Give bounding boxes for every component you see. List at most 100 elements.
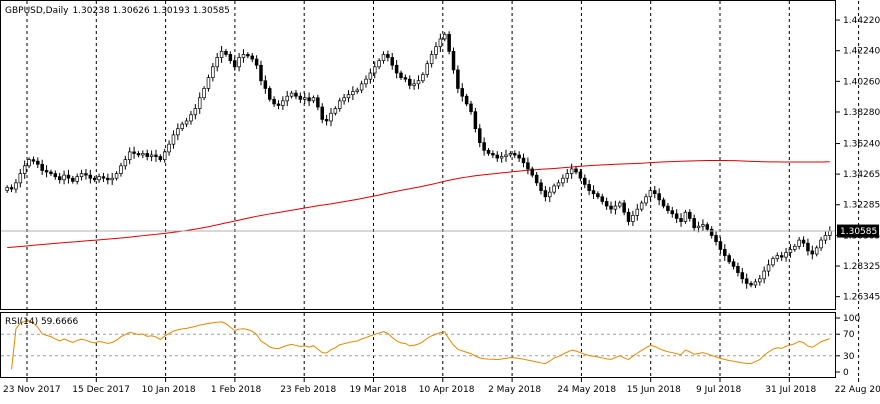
candle-body: [158, 156, 163, 160]
grid: [26, 1, 860, 377]
candle-body: [49, 171, 53, 174]
candle: [394, 59, 399, 79]
candle: [587, 179, 591, 196]
candle: [18, 169, 23, 188]
candle: [324, 114, 329, 126]
candle: [464, 93, 469, 107]
candle: [491, 150, 495, 159]
candle-body: [132, 151, 136, 154]
candle: [771, 256, 775, 268]
candle: [114, 171, 119, 181]
y-tick-label: 1.34265: [843, 170, 880, 180]
candle-body: [806, 242, 810, 252]
candle: [478, 124, 482, 148]
candle: [661, 197, 666, 209]
candle-body: [123, 159, 128, 167]
candle-body: [224, 50, 228, 55]
candle: [145, 149, 149, 161]
candle-body: [390, 57, 394, 66]
candle-body: [44, 170, 49, 173]
candle-body: [718, 241, 723, 250]
candle-body: [631, 214, 635, 222]
candle-body: [219, 50, 224, 58]
candle: [364, 75, 368, 88]
candle: [141, 150, 145, 159]
candle: [62, 170, 66, 185]
candle: [136, 151, 141, 158]
candle-body: [403, 77, 408, 80]
candle: [211, 62, 215, 82]
x-tick-label: 15 Jun 2018: [627, 385, 681, 395]
candle-body: [495, 154, 500, 159]
candle: [819, 237, 823, 251]
candle-body: [596, 193, 600, 198]
candle-body: [281, 100, 285, 106]
y-tick-label: 1.40260: [843, 77, 880, 87]
candle: [289, 90, 294, 99]
candle-body: [578, 171, 583, 179]
candle-body: [241, 54, 246, 58]
candle: [416, 75, 421, 90]
candle-body: [84, 173, 88, 176]
candle-body: [727, 255, 731, 263]
candle-body: [644, 196, 648, 204]
candle: [613, 200, 618, 215]
candle: [22, 160, 27, 179]
candle: [548, 186, 552, 203]
candle: [399, 70, 403, 80]
candle-body: [246, 54, 250, 57]
candle: [666, 202, 670, 214]
candle: [596, 191, 600, 200]
candle: [731, 258, 736, 270]
candle: [9, 184, 14, 193]
x-tick-label: 23 Feb 2018: [280, 385, 336, 395]
candle-body: [359, 83, 364, 91]
candle: [123, 155, 128, 170]
candle: [390, 52, 394, 70]
candle: [184, 117, 189, 128]
candle: [718, 237, 723, 254]
candle-body: [438, 38, 443, 48]
candle-body: [320, 106, 324, 120]
candle: [793, 243, 797, 252]
candle-body: [753, 281, 758, 286]
candle: [219, 46, 224, 63]
candle: [267, 86, 272, 102]
candle: [162, 148, 167, 163]
y-tick-label: 1.38280: [843, 108, 880, 118]
candle-body: [162, 151, 167, 160]
candle: [574, 166, 578, 175]
candle-body: [622, 202, 626, 213]
candle: [635, 203, 640, 221]
candle-body: [508, 153, 513, 156]
candle-body: [661, 199, 666, 207]
candle-body: [377, 60, 381, 68]
candle-body: [101, 176, 106, 179]
candle-body: [565, 173, 570, 179]
candle-body: [27, 159, 31, 167]
candle-body: [110, 177, 114, 181]
candle: [701, 219, 705, 232]
candle: [530, 166, 535, 178]
candle-body: [784, 252, 788, 258]
candle: [561, 174, 565, 187]
x-tick-label: 10 Apr 2018: [419, 385, 475, 395]
candle-body: [679, 218, 683, 222]
candle-body: [714, 235, 718, 243]
candle-body: [561, 177, 565, 184]
candle: [421, 72, 425, 84]
candle-body: [176, 128, 180, 136]
candle-body: [211, 66, 215, 78]
candle-body: [276, 103, 281, 106]
candle-body: [456, 69, 460, 89]
candle-body: [771, 258, 775, 266]
candle: [495, 151, 500, 162]
candle-body: [254, 58, 259, 66]
candle-body: [88, 174, 93, 179]
candle-body: [5, 187, 9, 191]
price-panel-frame: [0, 0, 836, 310]
candle: [27, 157, 31, 169]
candle: [193, 104, 198, 120]
candle: [705, 222, 710, 232]
